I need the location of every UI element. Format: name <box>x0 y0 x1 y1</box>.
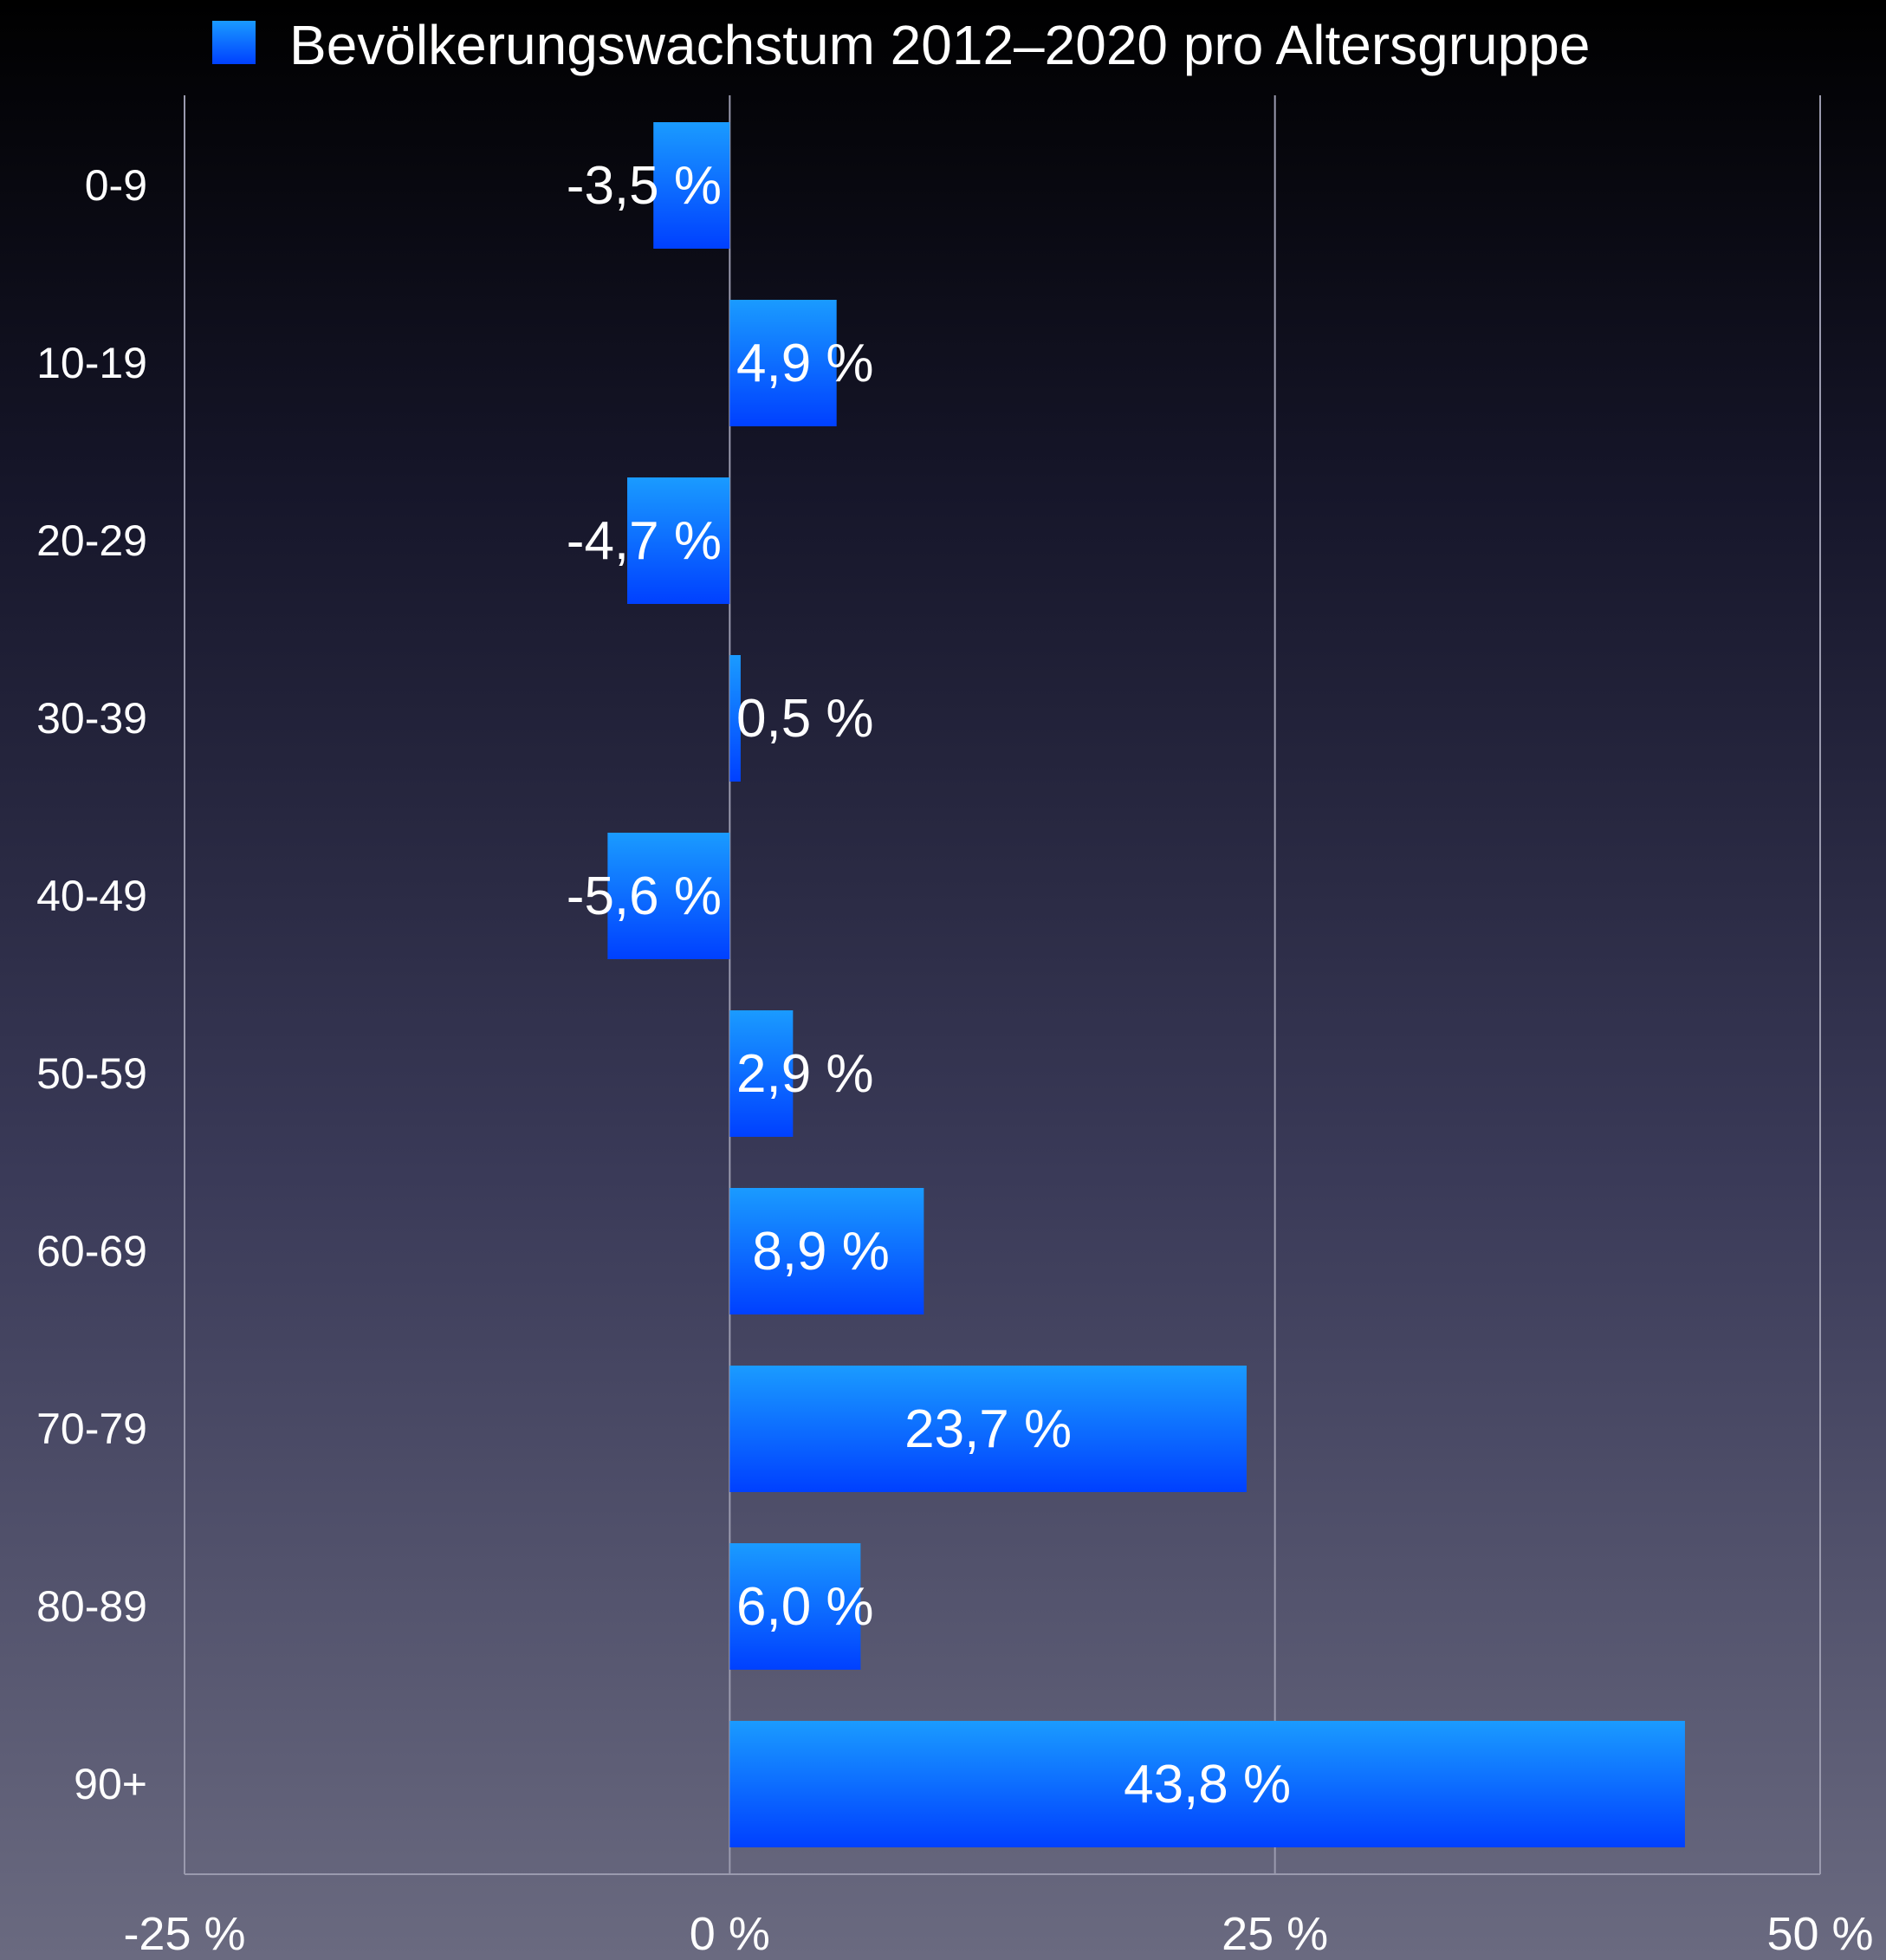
category-label: 10-19 <box>36 339 147 387</box>
bar <box>729 1366 1247 1492</box>
legend-swatch <box>212 21 256 64</box>
bar <box>627 477 730 604</box>
bar-value-label: 0,5 % <box>736 689 874 749</box>
bar-value-label: 2,9 % <box>736 1044 874 1104</box>
value-axis: -25 % 0 % 25 % 50 % <box>123 1908 1873 1960</box>
category-label: 80-89 <box>36 1582 147 1631</box>
legend-entry: Bevölkerungswachstum 2012–2020 pro Alter… <box>289 14 1590 76</box>
bar <box>607 833 730 959</box>
category-axis: 0-9 10-19 20-29 30-39 40-49 50-59 60-69 70-79 80… <box>36 161 147 1808</box>
x-tick-label: -25 % <box>123 1908 245 1960</box>
legend: Bevölkerungswachstum 2012–2020 pro Alter… <box>212 14 1590 76</box>
bar <box>729 300 837 426</box>
category-label: 90+ <box>74 1760 147 1808</box>
bar <box>729 655 741 782</box>
bar-value-label: 8,9 % <box>752 1222 890 1282</box>
bar-value-label: 43,8 % <box>1124 1755 1291 1814</box>
x-tick-label: 25 % <box>1222 1908 1328 1960</box>
grid <box>184 95 1821 1875</box>
bar-value-label: 6,0 % <box>736 1577 874 1637</box>
bar <box>729 1188 924 1314</box>
bar <box>729 1543 861 1670</box>
bar <box>729 1010 794 1137</box>
category-label: 40-49 <box>36 872 147 920</box>
bar-value-label: -5,6 % <box>567 866 722 926</box>
bar-value-labels: -3,5 % 4,9 % -4,7 % 0,5 % -5,6 % 2,9 % 8,9 % 23… <box>567 156 1291 1814</box>
bar <box>729 1721 1685 1847</box>
category-label: 70-79 <box>36 1405 147 1453</box>
bars <box>607 122 1685 1847</box>
category-label: 30-39 <box>36 694 147 743</box>
category-label: 60-69 <box>36 1227 147 1275</box>
bar <box>653 122 730 249</box>
x-tick-label: 0 % <box>690 1908 770 1960</box>
category-label: 50-59 <box>36 1049 147 1098</box>
bar-value-label: 4,9 % <box>736 334 874 393</box>
category-label: 0-9 <box>85 161 147 210</box>
x-tick-label: 50 % <box>1766 1908 1873 1960</box>
bar-value-label: -3,5 % <box>567 156 722 216</box>
category-label: 20-29 <box>36 516 147 565</box>
bar-value-label: -4,7 % <box>567 511 722 571</box>
bar-value-label: 23,7 % <box>904 1399 1072 1459</box>
